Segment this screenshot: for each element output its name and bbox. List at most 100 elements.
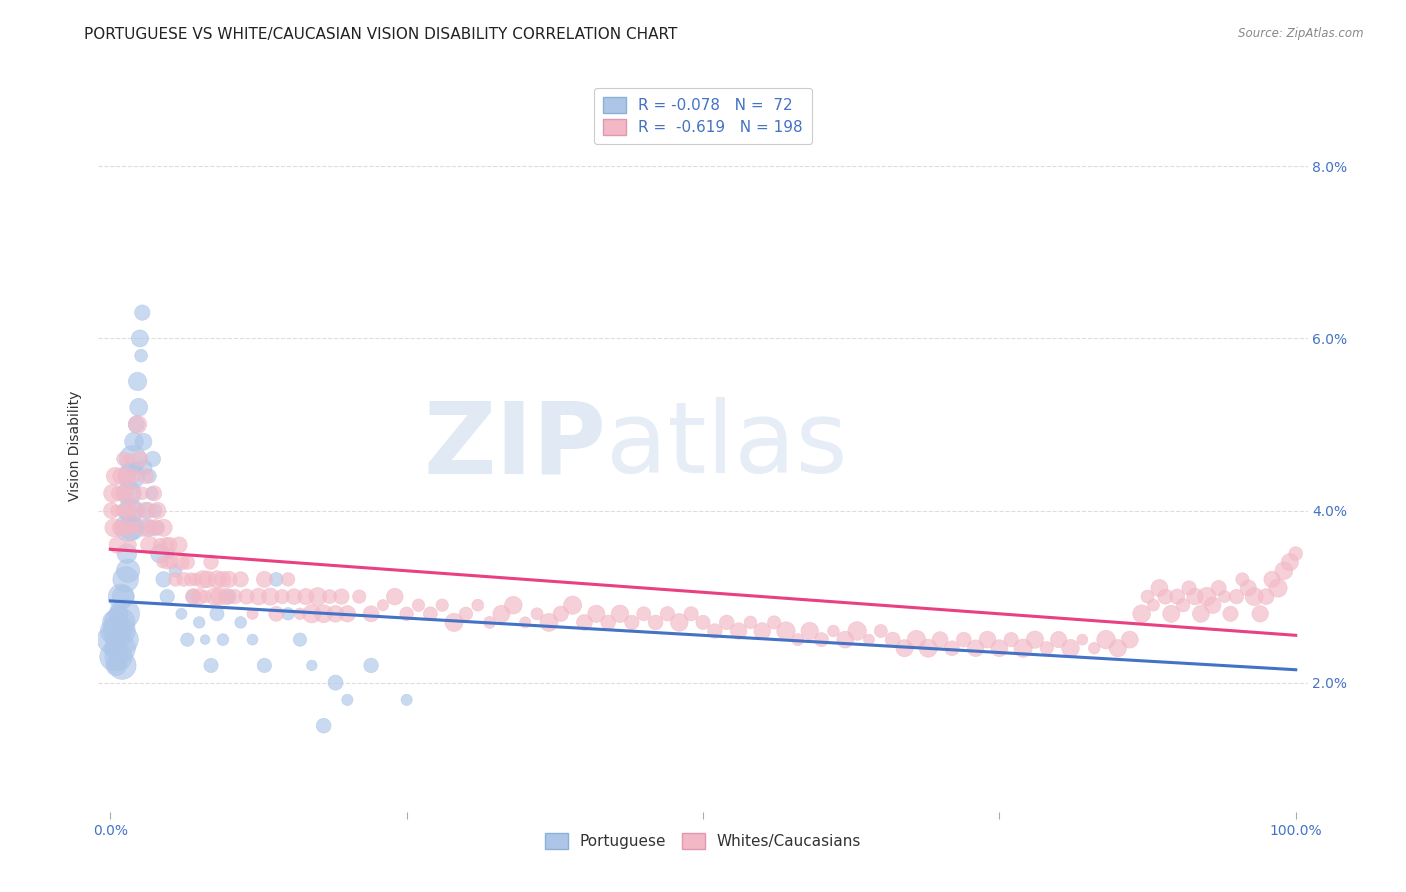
Point [307, 590, 329, 604]
Point [155, 538, 177, 552]
Point [336, 607, 359, 621]
Point [301, 658, 323, 673]
Point [692, 615, 714, 630]
Point [657, 607, 679, 621]
Point [288, 632, 311, 647]
Point [526, 607, 548, 621]
Point [1107, 641, 1129, 656]
Point [146, 521, 169, 535]
Point [108, 615, 131, 630]
Point [1195, 590, 1218, 604]
Point [114, 632, 136, 647]
Point [110, 641, 132, 656]
Point [834, 632, 856, 647]
Point [143, 521, 166, 535]
Point [823, 624, 845, 638]
Point [129, 349, 152, 363]
Point [408, 598, 430, 612]
Point [114, 607, 136, 621]
Point [609, 607, 631, 621]
Point [1249, 607, 1271, 621]
Point [229, 615, 252, 630]
Point [1189, 607, 1212, 621]
Point [117, 503, 139, 517]
Point [152, 521, 174, 535]
Point [152, 573, 174, 587]
Point [454, 607, 477, 621]
Point [371, 598, 394, 612]
Point [143, 486, 166, 500]
Point [1154, 590, 1177, 604]
Point [104, 469, 127, 483]
Point [134, 460, 156, 475]
Point [336, 693, 359, 707]
Point [419, 607, 441, 621]
Point [124, 460, 146, 475]
Point [107, 486, 129, 500]
Point [125, 417, 148, 432]
Point [1261, 573, 1284, 587]
Point [1036, 641, 1059, 656]
Point [215, 590, 238, 604]
Point [125, 503, 148, 517]
Point [146, 503, 169, 517]
Point [751, 624, 773, 638]
Point [105, 658, 128, 673]
Point [858, 632, 880, 647]
Point [443, 615, 465, 630]
Point [277, 573, 299, 587]
Point [194, 632, 217, 647]
Point [598, 615, 620, 630]
Point [170, 607, 193, 621]
Point [1213, 590, 1236, 604]
Point [138, 538, 160, 552]
Point [325, 607, 347, 621]
Text: ZIP: ZIP [423, 398, 606, 494]
Point [229, 573, 252, 587]
Point [142, 451, 165, 466]
Point [740, 615, 762, 630]
Point [360, 658, 382, 673]
Point [432, 598, 454, 612]
Point [114, 486, 136, 500]
Point [515, 615, 537, 630]
Point [114, 573, 136, 587]
Point [264, 607, 287, 621]
Point [129, 331, 152, 345]
Point [111, 624, 134, 638]
Point [138, 469, 160, 483]
Point [716, 615, 738, 630]
Point [467, 598, 489, 612]
Point [149, 547, 172, 561]
Point [905, 632, 928, 647]
Point [204, 590, 226, 604]
Point [1160, 607, 1182, 621]
Point [184, 573, 207, 587]
Point [165, 573, 187, 587]
Point [105, 624, 128, 638]
Point [156, 590, 179, 604]
Point [242, 632, 264, 647]
Point [121, 451, 143, 466]
Point [104, 615, 127, 630]
Point [114, 521, 136, 535]
Point [537, 615, 560, 630]
Point [101, 641, 124, 656]
Point [668, 615, 690, 630]
Point [176, 632, 198, 647]
Point [561, 598, 583, 612]
Point [1083, 641, 1105, 656]
Point [110, 590, 132, 604]
Point [264, 573, 287, 587]
Point [107, 649, 129, 664]
Point [117, 521, 139, 535]
Point [644, 615, 666, 630]
Point [105, 632, 128, 647]
Point [1059, 641, 1081, 656]
Point [550, 607, 572, 621]
Point [180, 573, 202, 587]
Point [105, 503, 128, 517]
Point [118, 486, 141, 500]
Point [703, 624, 725, 638]
Point [347, 590, 370, 604]
